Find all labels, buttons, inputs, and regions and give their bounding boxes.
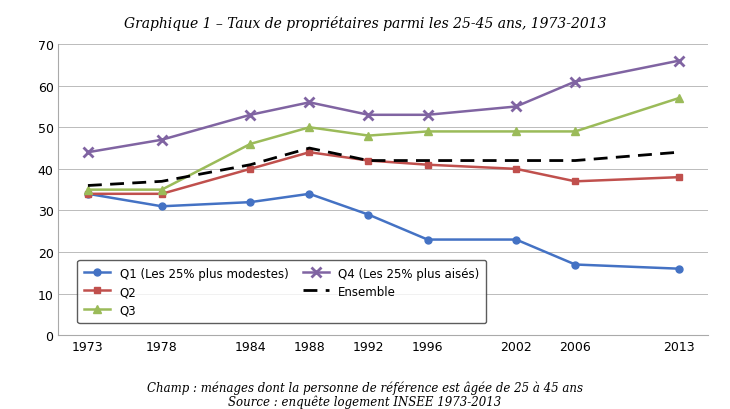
Text: Source : enquête logement INSEE 1973-2013: Source : enquête logement INSEE 1973-201…: [228, 394, 502, 408]
Text: Graphique 1 – Taux de propriétaires parmi les 25-45 ans, 1973-2013: Graphique 1 – Taux de propriétaires parm…: [124, 16, 606, 31]
Legend: Q1 (Les 25% plus modestes), Q2, Q3, Q4 (Les 25% plus aisés), Ensemble: Q1 (Les 25% plus modestes), Q2, Q3, Q4 (…: [77, 260, 486, 324]
Text: Champ : ménages dont la personne de référence est âgée de 25 à 45 ans: Champ : ménages dont la personne de réfé…: [147, 380, 583, 393]
